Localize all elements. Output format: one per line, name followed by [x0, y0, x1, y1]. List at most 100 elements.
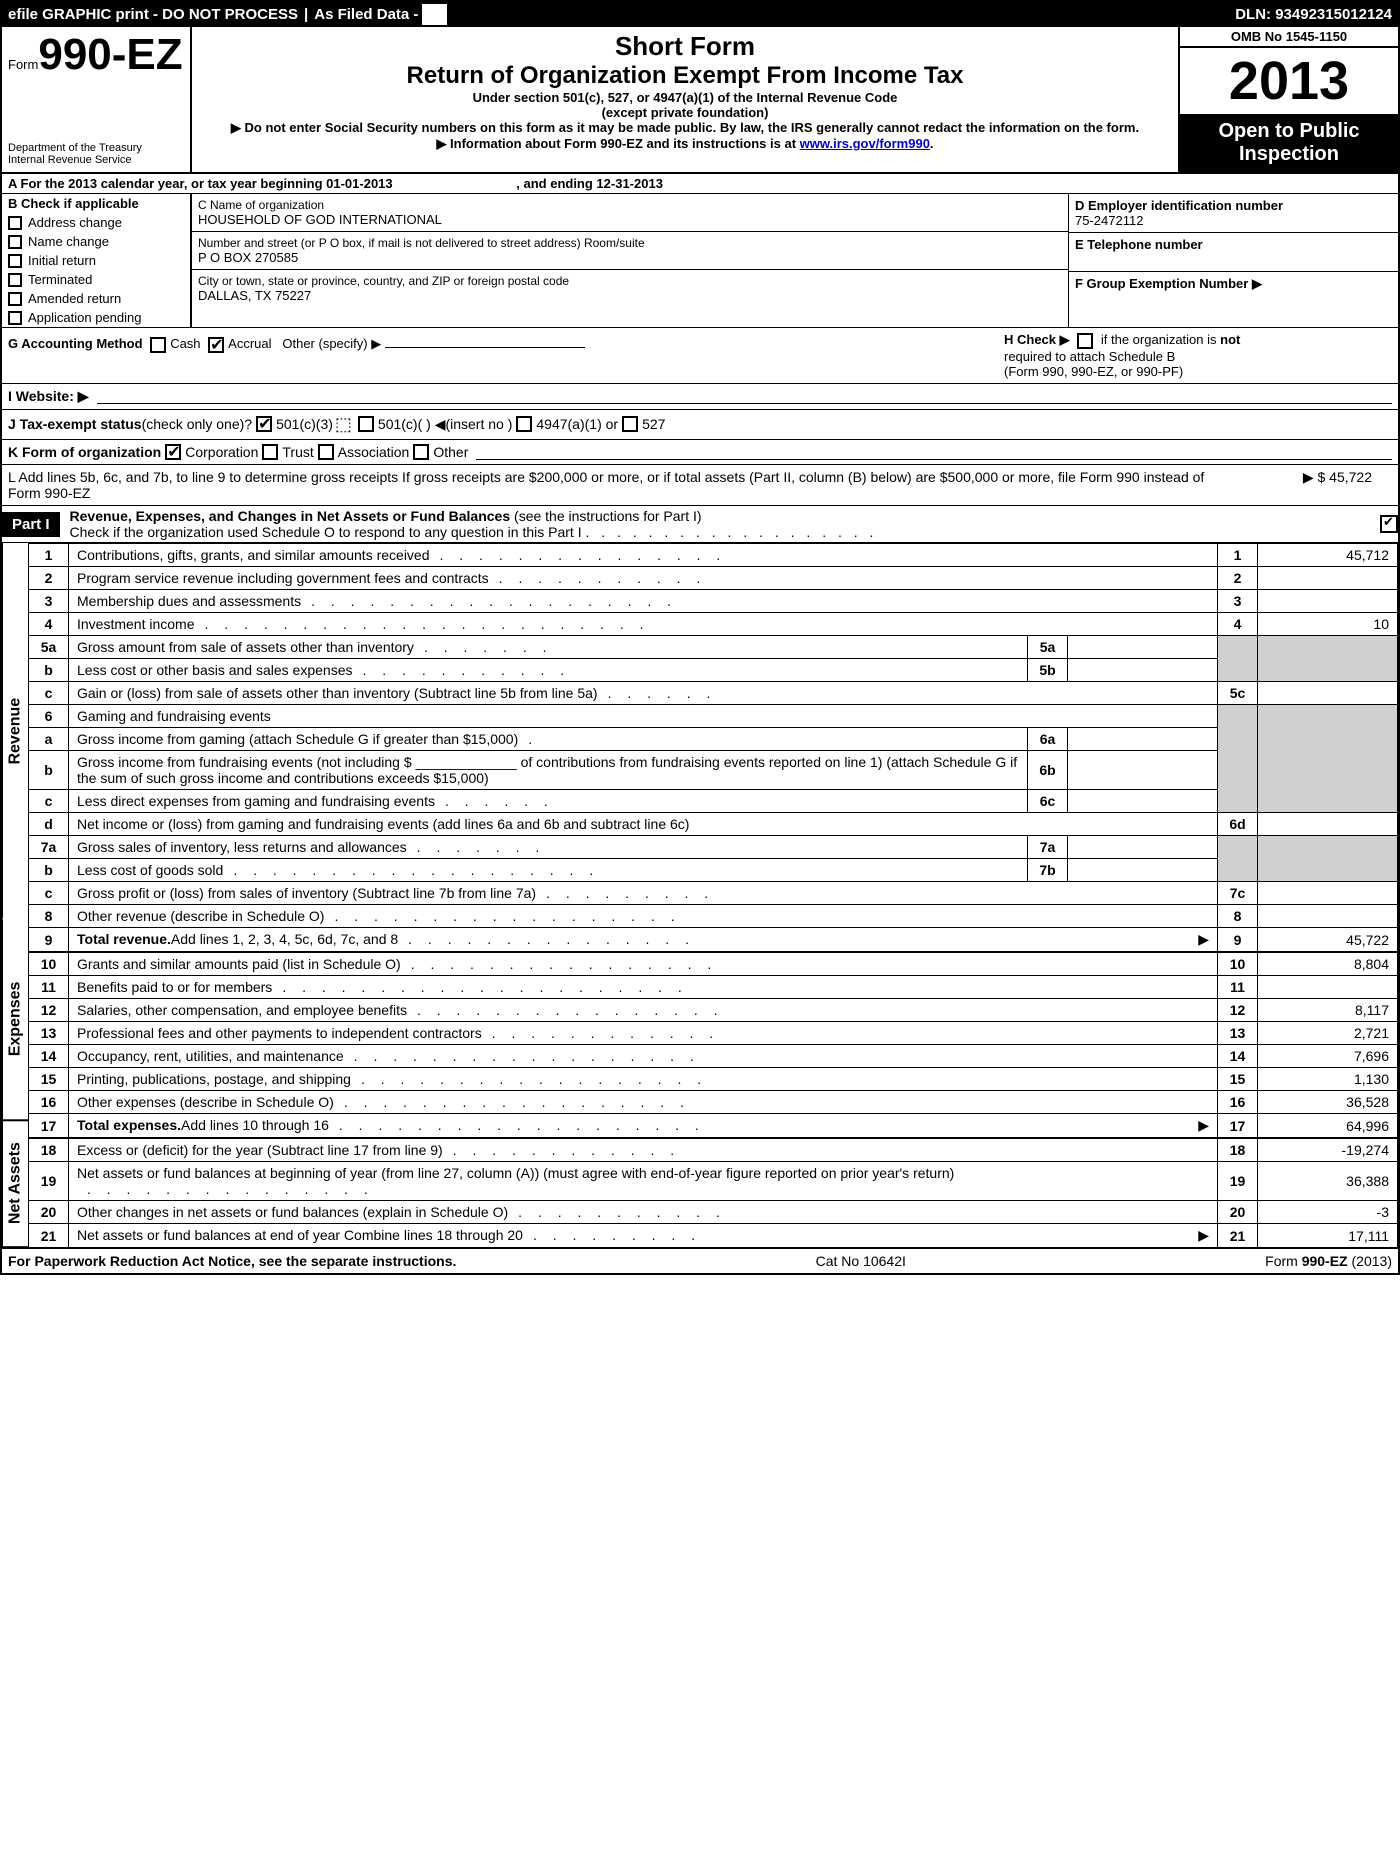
line-k-label: K Form of organization	[8, 444, 161, 460]
checkbox-icon[interactable]	[8, 216, 22, 230]
checkbox-corp[interactable]	[165, 444, 181, 460]
dln-label: DLN:	[1235, 6, 1271, 23]
checkbox-icon[interactable]	[8, 273, 22, 287]
checkbox-accrual[interactable]	[208, 337, 224, 353]
dots: . . . . . . . . .	[536, 885, 1209, 901]
line-6a: a Gross income from gaming (attach Sched…	[29, 728, 1398, 751]
line-rnum: 5c	[1218, 682, 1258, 705]
line-value: 45,722	[1258, 928, 1398, 953]
line-subnum: 6c	[1028, 790, 1068, 813]
line-value	[1258, 905, 1398, 928]
dots: . . . . . . . . . . . .	[482, 1025, 1209, 1041]
line-21: 21 Net assets or fund balances at end of…	[29, 1224, 1398, 1248]
line-rnum: 19	[1218, 1162, 1258, 1201]
line-value	[1258, 682, 1398, 705]
line-rnum: 6d	[1218, 813, 1258, 836]
sections-d-e-f: D Employer identification number 75-2472…	[1068, 194, 1398, 327]
label-4947: 4947(a)(1) or	[536, 416, 618, 432]
checkbox-527[interactable]	[622, 416, 638, 432]
line-subnum: 7b	[1028, 859, 1068, 882]
checkbox-other[interactable]	[413, 444, 429, 460]
dots: . . . . . . . . . . . . . . . . . .	[351, 1071, 1209, 1087]
line-value: 1,130	[1258, 1068, 1398, 1091]
arrow-icon: ▶	[1198, 1117, 1209, 1134]
dept-treasury: Department of the Treasury	[8, 142, 184, 154]
checkbox-assoc[interactable]	[318, 444, 334, 460]
form-container: efile GRAPHIC print - DO NOT PROCESS | A…	[0, 0, 1400, 1275]
label-trust: Trust	[282, 444, 313, 460]
line-value: 36,388	[1258, 1162, 1398, 1201]
checkbox-icon[interactable]	[8, 254, 22, 268]
line-num: c	[29, 790, 69, 813]
form-number-block: Form990-EZ	[8, 33, 184, 77]
line-num: 10	[29, 952, 69, 976]
lines-table: 1 Contributions, gifts, grants, and simi…	[28, 543, 1398, 1248]
line-value	[1258, 882, 1398, 905]
checkbox-h[interactable]	[1077, 333, 1093, 349]
line-subnum: 6a	[1028, 728, 1068, 751]
line-subnum: 6b	[1028, 751, 1068, 790]
line-desc: Net assets or fund balances at beginning…	[77, 1165, 954, 1181]
footer-right-b: 990-EZ	[1302, 1253, 1348, 1269]
line-3: 3 Membership dues and assessments. . . .…	[29, 590, 1398, 613]
line-desc: Gross income from gaming (attach Schedul…	[77, 731, 518, 747]
checkbox-trust[interactable]	[262, 444, 278, 460]
checkbox-icon[interactable]	[8, 235, 22, 249]
line-18: 18 Excess or (deficit) for the year (Sub…	[29, 1138, 1398, 1162]
line-rnum: 11	[1218, 976, 1258, 999]
line-desc: Less direct expenses from gaming and fun…	[77, 793, 435, 809]
side-expenses: Expenses	[2, 919, 28, 1121]
dots: . . . . . . . . . . . .	[443, 1142, 1209, 1158]
line-j-sub: (check only one)?	[142, 416, 253, 432]
page-footer: For Paperwork Reduction Act Notice, see …	[2, 1248, 1398, 1273]
instruction-1: ▶ Do not enter Social Security numbers o…	[202, 120, 1168, 136]
line-num: 9	[29, 928, 69, 953]
line-rnum: 20	[1218, 1201, 1258, 1224]
line-num: 6	[29, 705, 69, 728]
checkbox-cash[interactable]	[150, 337, 166, 353]
line-num: 17	[29, 1114, 69, 1139]
return-title: Return of Organization Exempt From Incom…	[202, 62, 1168, 90]
other-underline	[476, 444, 1392, 461]
line-num: c	[29, 682, 69, 705]
open-to-public: Open to Public Inspection	[1180, 114, 1398, 172]
line-rnum: 17	[1218, 1114, 1258, 1139]
checkbox-icon[interactable]	[8, 311, 22, 325]
dots: . . . . . . . . . . . . . . .	[398, 931, 1198, 948]
label-corp: Corporation	[185, 444, 258, 460]
top-bar: efile GRAPHIC print - DO NOT PROCESS | A…	[2, 2, 1398, 27]
line-desc-bold: Total expenses.	[77, 1117, 181, 1134]
side-netassets: Net Assets	[2, 1121, 28, 1248]
line-num: c	[29, 882, 69, 905]
line-num: 12	[29, 999, 69, 1022]
line-h-label-d: (Form 990, 990-EZ, or 990-PF)	[1004, 364, 1183, 379]
dots: . . . . . . . . . . . . . . . . . .	[344, 1048, 1209, 1064]
line-desc: Gross sales of inventory, less returns a…	[77, 839, 407, 855]
org-name: HOUSEHOLD OF GOD INTERNATIONAL	[198, 212, 1062, 227]
omb-number: OMB No 1545-1150	[1180, 27, 1398, 48]
line-13: 13 Professional fees and other payments …	[29, 1022, 1398, 1045]
line-num: 2	[29, 567, 69, 590]
dots: . . . . . . . . . . . . . . . . . .	[334, 1094, 1209, 1110]
checkbox-501c3[interactable]	[256, 416, 272, 432]
line-desc: Salaries, other compensation, and employ…	[77, 1002, 407, 1018]
checkbox-4947[interactable]	[516, 416, 532, 432]
line-6b: b Gross income from fundraising events (…	[29, 751, 1398, 790]
line-12: 12 Salaries, other compensation, and emp…	[29, 999, 1398, 1022]
line-desc: Excess or (deficit) for the year (Subtra…	[77, 1142, 443, 1158]
checkbox-icon[interactable]	[8, 292, 22, 306]
line-desc: Occupancy, rent, utilities, and maintena…	[77, 1048, 344, 1064]
section-c-block: C Name of organization HOUSEHOLD OF GOD …	[192, 194, 1068, 327]
line-desc: Other expenses (describe in Schedule O)	[77, 1094, 334, 1110]
line-k: K Form of organization Corporation Trust…	[2, 440, 1398, 466]
checkbox-501c[interactable]	[358, 416, 374, 432]
line-value	[1258, 813, 1398, 836]
schedule-o-checkbox[interactable]	[1380, 515, 1398, 533]
line-subnum: 5a	[1028, 636, 1068, 659]
line-desc: Add lines 1, 2, 3, 4, 5c, 6d, 7c, and 8	[171, 931, 398, 948]
line-subval	[1068, 836, 1218, 859]
subtitle-1: Under section 501(c), 527, or 4947(a)(1)…	[202, 90, 1168, 105]
irs-link[interactable]: www.irs.gov/form990	[800, 136, 930, 151]
line-2: 2 Program service revenue including gove…	[29, 567, 1398, 590]
dots: . . . . . .	[598, 685, 1209, 701]
